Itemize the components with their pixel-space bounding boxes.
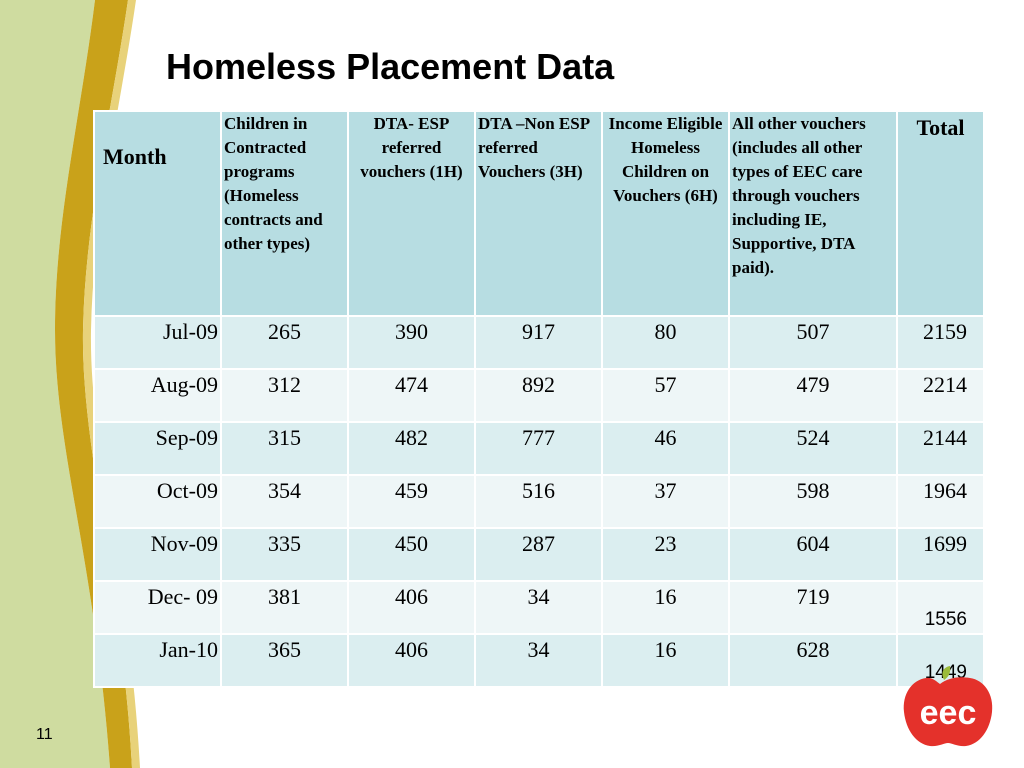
income-eligible-cell: 37 — [601, 474, 730, 529]
month-cell: Aug-09 — [93, 368, 222, 423]
month-cell: Oct-09 — [93, 474, 222, 529]
month-cell: Jul-09 — [93, 315, 222, 370]
eec-apple-logo: eec — [903, 666, 993, 747]
table-row: Dec- 09 381 406 34 16 719 1556 — [93, 580, 985, 635]
contracted-cell: 315 — [220, 421, 349, 476]
all-other-cell: 507 — [728, 315, 898, 370]
total-cell: 1699 — [896, 527, 985, 582]
income-eligible-cell: 80 — [601, 315, 730, 370]
header-dta-esp: DTA- ESP referred vouchers (1H) — [347, 110, 476, 317]
dta-non-esp-cell: 34 — [474, 580, 603, 635]
income-eligible-cell: 16 — [601, 580, 730, 635]
table-row: Jan-10 365 406 34 16 628 1449 — [93, 633, 985, 688]
income-eligible-cell: 57 — [601, 368, 730, 423]
income-eligible-cell: 46 — [601, 421, 730, 476]
dta-non-esp-cell: 34 — [474, 633, 603, 688]
svg-text:eec: eec — [920, 694, 977, 732]
total-cell: 2144 — [896, 421, 985, 476]
contracted-cell: 265 — [220, 315, 349, 370]
month-cell: Nov-09 — [93, 527, 222, 582]
total-cell: 1964 — [896, 474, 985, 529]
dta-esp-cell: 450 — [347, 527, 476, 582]
table-header-row: Month Children in Contracted programs (H… — [93, 110, 985, 317]
header-all-other: All other vouchers (includes all other t… — [728, 110, 898, 317]
contracted-cell: 381 — [220, 580, 349, 635]
income-eligible-cell: 16 — [601, 633, 730, 688]
contracted-cell: 312 — [220, 368, 349, 423]
header-month: Month — [93, 110, 222, 317]
table-row: Oct-09 354 459 516 37 598 1964 — [93, 474, 985, 529]
month-cell: Sep-09 — [93, 421, 222, 476]
income-eligible-cell: 23 — [601, 527, 730, 582]
dta-esp-cell: 482 — [347, 421, 476, 476]
total-cell: 1449 — [896, 633, 985, 688]
all-other-cell: 628 — [728, 633, 898, 688]
header-income-eligible: Income Eligible Homeless Children on Vou… — [601, 110, 730, 317]
dta-esp-cell: 474 — [347, 368, 476, 423]
header-contracted: Children in Contracted programs (Homeles… — [220, 110, 349, 317]
dta-esp-cell: 406 — [347, 580, 476, 635]
contracted-cell: 365 — [220, 633, 349, 688]
contracted-cell: 354 — [220, 474, 349, 529]
dta-esp-cell: 406 — [347, 633, 476, 688]
month-cell: Dec- 09 — [93, 580, 222, 635]
header-total: Total — [896, 110, 985, 317]
placement-data-table: Month Children in Contracted programs (H… — [93, 110, 985, 688]
dta-esp-cell: 390 — [347, 315, 476, 370]
table-row: Nov-09 335 450 287 23 604 1699 — [93, 527, 985, 582]
dta-non-esp-cell: 892 — [474, 368, 603, 423]
all-other-cell: 604 — [728, 527, 898, 582]
dta-non-esp-cell: 917 — [474, 315, 603, 370]
header-dta-non-esp: DTA –Non ESP referred Vouchers (3H) — [474, 110, 603, 317]
all-other-cell: 719 — [728, 580, 898, 635]
all-other-cell: 524 — [728, 421, 898, 476]
dta-non-esp-cell: 516 — [474, 474, 603, 529]
table-row: Jul-09 265 390 917 80 507 2159 — [93, 315, 985, 370]
contracted-cell: 335 — [220, 527, 349, 582]
table-row: Sep-09 315 482 777 46 524 2144 — [93, 421, 985, 476]
all-other-cell: 479 — [728, 368, 898, 423]
total-cell: 2159 — [896, 315, 985, 370]
dta-esp-cell: 459 — [347, 474, 476, 529]
total-cell: 1556 — [896, 580, 985, 635]
slide-title: Homeless Placement Data — [166, 46, 615, 87]
dta-non-esp-cell: 777 — [474, 421, 603, 476]
table-row: Aug-09 312 474 892 57 479 2214 — [93, 368, 985, 423]
dta-non-esp-cell: 287 — [474, 527, 603, 582]
month-cell: Jan-10 — [93, 633, 222, 688]
page-number: 11 — [36, 726, 53, 743]
all-other-cell: 598 — [728, 474, 898, 529]
total-cell: 2214 — [896, 368, 985, 423]
